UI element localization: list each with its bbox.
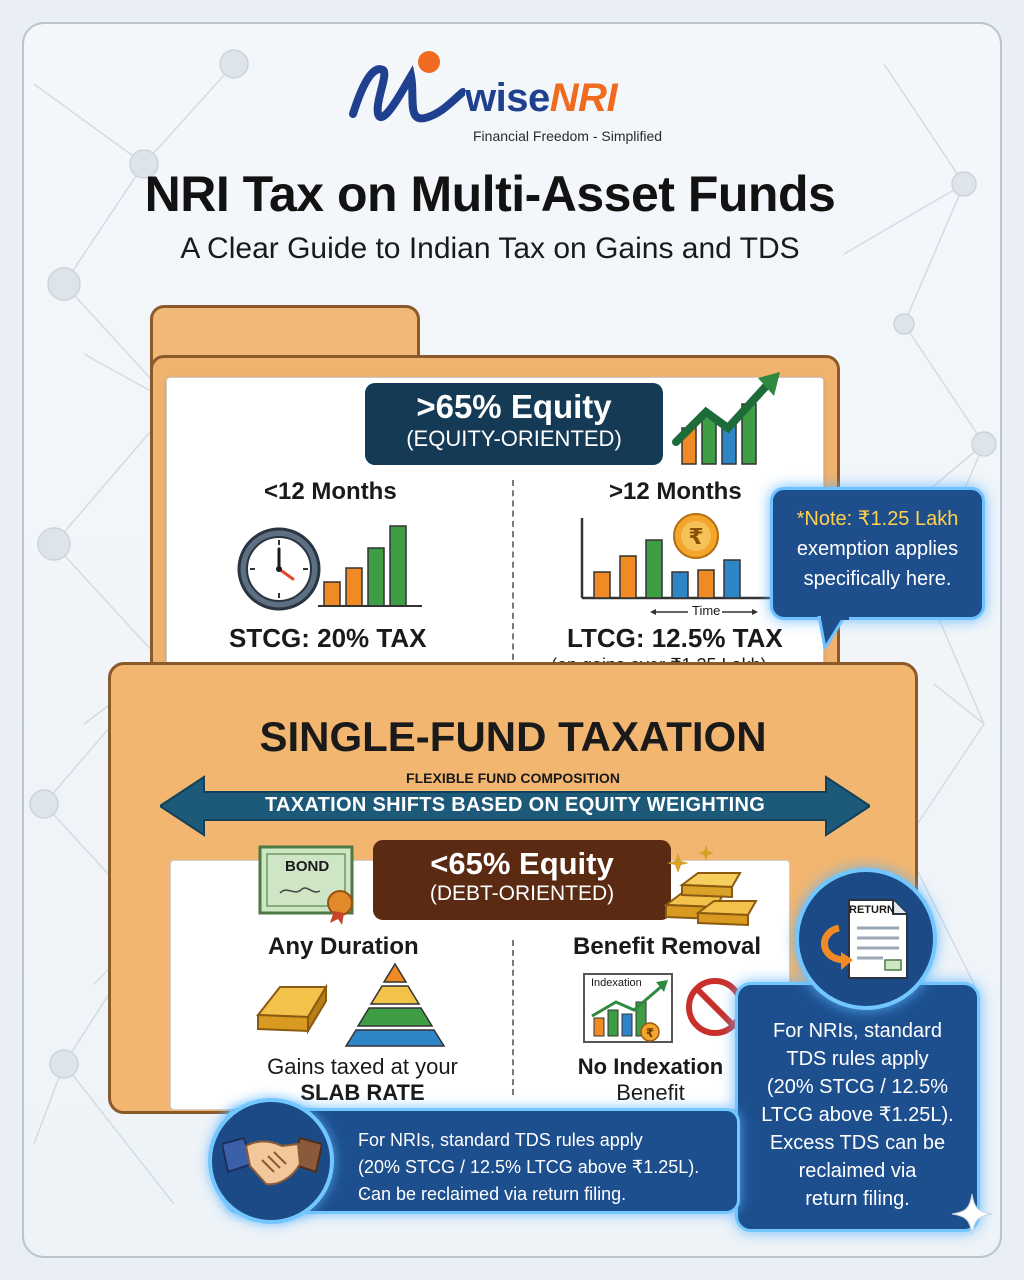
equity-badge: >65% Equity (EQUITY-ORIENTED) [365, 383, 663, 465]
bond-certificate-icon [258, 845, 354, 925]
no-indexation-line-1: No Indexation [577, 1054, 724, 1079]
gold-bars-icon [663, 845, 758, 927]
double-arrow-icon [160, 775, 870, 837]
debt-badge-main: <65% Equity [430, 846, 614, 881]
note-line-2: exemption applies [796, 538, 959, 560]
debt-badge-sub: (DEBT-ORIENTED) [429, 882, 615, 905]
svg-text:₹: ₹ [646, 1026, 654, 1040]
note-pointer [817, 616, 849, 650]
gold-bar-icon [256, 983, 328, 1035]
brand-name-part1: wise [465, 76, 550, 120]
note-line-3: specifically here. [803, 568, 952, 590]
debt-badge: <65% Equity (DEBT-ORIENTED) [373, 840, 671, 920]
equity-badge-main: >65% Equity [416, 388, 612, 425]
logo-swoosh-icon [349, 51, 465, 123]
banner-line-2: (20% STCG / 12.5% LTCG above ₹1.25L). [358, 1157, 700, 1177]
tds-line-2: TDS rules apply [786, 1048, 929, 1070]
ltcg-tax-label: LTCG: 12.5% TAX [567, 623, 783, 653]
page-subtitle: A Clear Guide to Indian Tax on Gains and… [180, 232, 800, 265]
tds-line-3: (20% STCG / 12.5% [766, 1076, 949, 1098]
slab-line-1: Gains taxed at your [267, 1054, 458, 1079]
note-line-1: *Note: ₹1.25 Lakh [796, 508, 959, 530]
brand-name: wiseNRI [465, 76, 618, 121]
time-axis-label: Time [692, 603, 721, 618]
growth-chart-icon [672, 372, 780, 465]
debt-divider [512, 940, 514, 1095]
single-fund-title: SINGLE-FUND TAXATION [259, 713, 767, 760]
equity-divider [512, 480, 514, 670]
handshake-icon [222, 1136, 322, 1186]
tax-return-badge: RETURN [795, 868, 937, 1010]
any-duration-heading: Any Duration [268, 933, 419, 960]
indexation-chart-icon: ₹ [583, 973, 673, 1043]
stcg-tax-label: STCG: 20% TAX [229, 623, 427, 653]
long-term-chart-icon: ₹ [580, 513, 780, 615]
no-indexation-line-2: Benefit [616, 1080, 685, 1105]
page-title: NRI Tax on Multi-Asset Funds [144, 166, 836, 222]
svg-text:₹: ₹ [688, 525, 703, 550]
tds-line-7: return filing. [805, 1188, 910, 1210]
single-fund-subtitle: FLEXIBLE FUND COMPOSITION [406, 770, 620, 786]
sparkle-icon [951, 1193, 993, 1235]
handshake-badge [208, 1098, 334, 1224]
exemption-note: *Note: ₹1.25 Lakh exemption applies spec… [770, 487, 985, 620]
bond-label: BOND [285, 858, 330, 875]
brand-logo: wiseNRI Financial Freedom - Simplified [345, 36, 685, 146]
return-doc-label: RETURN [849, 904, 895, 916]
tax-slab-pyramid-icon [344, 962, 446, 1047]
short-term-bars-icon [318, 525, 422, 607]
tds-line-5: Excess TDS can be [769, 1132, 946, 1154]
long-term-heading: >12 Months [609, 478, 742, 505]
tds-line-4: LTCG above ₹1.25L). [761, 1104, 954, 1126]
banner-line-1: For NRIs, standard TDS rules apply [358, 1130, 643, 1150]
banner-line-3: Ͼan be reclaimed via return filing. [358, 1184, 627, 1204]
slab-line-2: SLAB RATE [300, 1080, 425, 1105]
arrow-caption: TAXATION SHIFTS BASED ON EQUITY WEIGHTIN… [264, 794, 766, 816]
tds-info-card: For NRIs, standard TDS rules apply (20% … [735, 982, 980, 1232]
indexation-chart-label: Indexation [591, 977, 642, 989]
tds-line-1: For NRIs, standard [773, 1020, 942, 1042]
clock-icon [237, 527, 321, 611]
short-term-heading: <12 Months [264, 478, 397, 505]
equity-badge-sub: (EQUITY-ORIENTED) [406, 426, 622, 451]
tax-return-document-icon [821, 899, 908, 979]
brand-tagline: Financial Freedom - Simplified [473, 128, 663, 144]
benefit-removal-heading: Benefit Removal [573, 933, 762, 960]
brand-name-part2: NRI [549, 76, 618, 120]
tds-line-6: reclaimed via [798, 1160, 917, 1182]
